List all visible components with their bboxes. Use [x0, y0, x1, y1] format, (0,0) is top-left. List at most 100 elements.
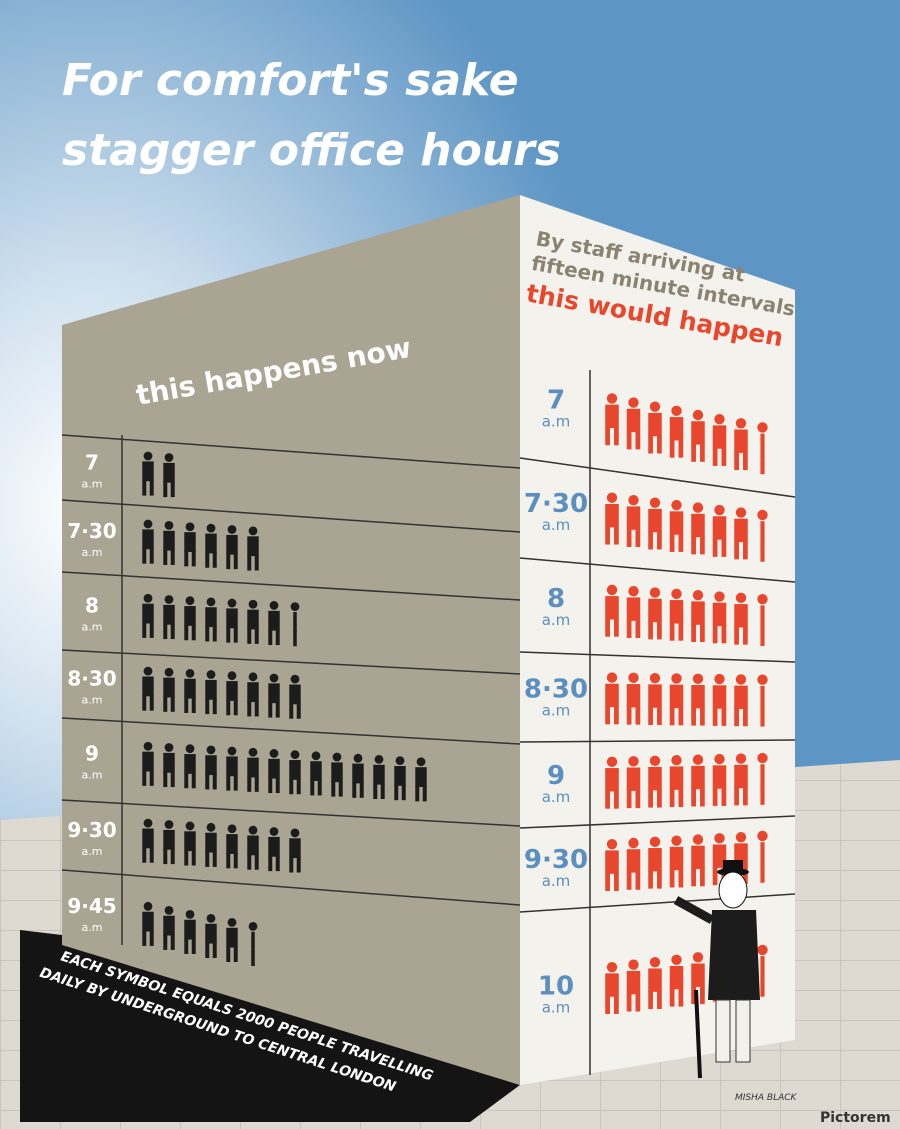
body	[691, 963, 705, 987]
leg	[233, 553, 238, 570]
leg	[205, 698, 210, 715]
body	[626, 767, 641, 791]
leg	[184, 850, 189, 866]
head	[269, 827, 279, 836]
time-unit: a.m	[542, 611, 571, 629]
body	[163, 604, 175, 625]
head	[185, 909, 195, 919]
leg	[415, 785, 420, 802]
time-label: 7	[547, 385, 565, 415]
leg	[648, 531, 653, 550]
body	[712, 844, 727, 868]
time-unit: a.m	[82, 478, 103, 491]
body	[142, 751, 154, 772]
leg	[254, 628, 259, 644]
leg	[226, 852, 231, 869]
head	[606, 961, 618, 973]
leg	[614, 427, 619, 446]
time-label: 7·30	[67, 519, 116, 543]
body	[163, 915, 175, 936]
head	[606, 393, 618, 404]
body	[648, 412, 662, 437]
leg	[191, 697, 196, 713]
head	[227, 746, 237, 756]
leg	[734, 787, 739, 806]
watermark: Pictorem	[820, 1110, 891, 1126]
time-label: 8	[85, 594, 99, 618]
leg	[700, 443, 705, 462]
body	[734, 764, 748, 789]
body	[184, 831, 196, 852]
leg	[251, 950, 255, 966]
head	[332, 752, 342, 762]
symbol-row	[142, 593, 300, 647]
leg	[657, 870, 662, 889]
head	[227, 598, 237, 608]
body	[226, 927, 238, 948]
leg	[614, 618, 619, 637]
body	[226, 534, 238, 555]
leg	[170, 623, 175, 640]
leg	[149, 770, 154, 786]
leg	[254, 776, 259, 792]
leg	[635, 871, 641, 890]
body	[247, 609, 259, 630]
leg	[743, 541, 748, 560]
leg	[712, 866, 718, 886]
time-label: 9·30	[524, 845, 588, 875]
leg	[760, 786, 765, 805]
body	[268, 836, 280, 857]
leg	[635, 706, 641, 725]
head	[143, 901, 153, 911]
leg	[247, 701, 252, 717]
leg	[268, 777, 273, 794]
leg	[149, 480, 154, 496]
leg	[734, 626, 739, 645]
leg	[657, 435, 662, 454]
body	[163, 462, 175, 483]
leg	[422, 785, 427, 802]
head	[143, 519, 153, 529]
leg	[184, 550, 189, 567]
leg	[163, 623, 168, 640]
body	[205, 755, 217, 776]
head	[671, 588, 682, 600]
head	[164, 521, 174, 530]
head	[606, 492, 618, 503]
leg	[626, 706, 632, 725]
head	[714, 753, 725, 765]
body	[626, 684, 641, 708]
body	[226, 608, 238, 629]
time-unit: a.m	[82, 621, 103, 634]
head	[757, 509, 768, 521]
leg	[721, 787, 727, 806]
leg	[247, 776, 252, 792]
leg	[289, 857, 294, 873]
row-line	[61, 717, 521, 745]
head	[649, 401, 661, 412]
head	[374, 754, 384, 764]
leg	[669, 869, 675, 888]
leg	[669, 988, 675, 1007]
body	[415, 767, 427, 787]
leg	[254, 854, 259, 870]
leg	[760, 708, 765, 727]
leg	[678, 707, 684, 726]
head	[143, 451, 153, 461]
leg	[691, 623, 696, 643]
head	[735, 418, 747, 429]
head	[206, 822, 216, 832]
leg	[233, 699, 238, 716]
leg	[142, 847, 147, 863]
head	[290, 674, 300, 684]
leg	[149, 930, 154, 946]
head	[757, 752, 768, 764]
leg	[614, 706, 619, 725]
body	[712, 516, 727, 540]
body	[760, 605, 765, 629]
row-line	[519, 739, 796, 743]
leg	[614, 995, 619, 1014]
leg	[293, 630, 297, 647]
leg	[635, 528, 641, 548]
head	[248, 672, 258, 682]
